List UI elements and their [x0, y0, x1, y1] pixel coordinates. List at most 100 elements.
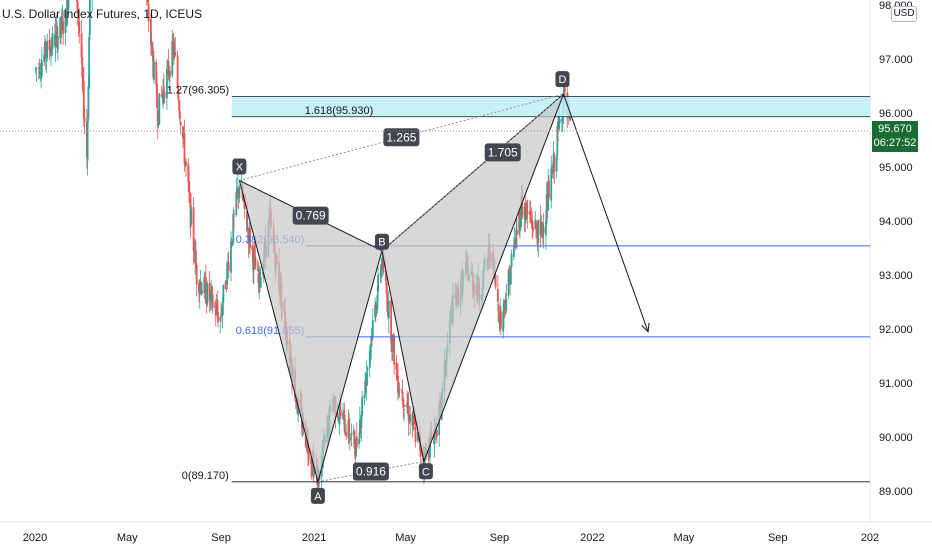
candle-body — [419, 449, 422, 457]
candle-body — [414, 426, 417, 442]
candle — [206, 280, 209, 307]
candle-body — [156, 84, 158, 108]
candle-body — [363, 394, 366, 399]
candle-body — [86, 120, 89, 161]
candle-body — [556, 126, 559, 156]
candle-body — [222, 284, 225, 303]
candle-body — [413, 416, 415, 422]
candle — [188, 167, 190, 204]
candle-body — [87, 86, 90, 120]
candle — [402, 397, 405, 419]
candle — [169, 65, 171, 82]
candle-body — [569, 117, 572, 121]
candle-body — [535, 226, 538, 235]
candle — [208, 270, 211, 313]
pattern-bcd-triangle — [381, 93, 564, 464]
candle — [83, 106, 86, 135]
candle-body — [220, 314, 223, 316]
x-tick-label: May — [395, 532, 416, 544]
ratio-label: 0.769 — [296, 209, 326, 223]
candle-body — [510, 253, 513, 268]
candle-body — [256, 269, 259, 271]
y-tick-label: 89.000 — [879, 486, 913, 498]
candle — [531, 211, 534, 240]
candle-body — [78, 21, 81, 34]
candle — [553, 151, 556, 184]
candle — [550, 155, 553, 209]
candle-body — [502, 312, 505, 332]
point-label: B — [378, 237, 385, 249]
candle-body — [496, 288, 499, 302]
candle-body — [224, 281, 227, 290]
candle-body — [251, 245, 254, 251]
candle — [227, 250, 230, 279]
candle — [150, 13, 152, 57]
x-tick-label: Sep — [768, 532, 788, 544]
y-tick-label: 93.000 — [879, 270, 913, 282]
candle-body — [177, 88, 180, 101]
candle-body — [403, 405, 406, 407]
candle — [179, 120, 182, 135]
candle-body — [50, 47, 52, 57]
y-tick-label: 96.000 — [879, 108, 913, 120]
candle-body — [350, 433, 353, 437]
candle-body — [230, 243, 233, 245]
candle — [256, 259, 259, 272]
candle-body — [232, 213, 235, 243]
candle — [387, 290, 390, 334]
candle — [46, 33, 49, 62]
candle — [81, 45, 84, 91]
candle — [409, 405, 412, 435]
point-badge — [232, 158, 247, 175]
candle — [211, 285, 214, 314]
x-tick-label: May — [117, 532, 138, 544]
candle — [505, 284, 508, 314]
candle-body — [561, 118, 563, 122]
candle — [35, 67, 38, 82]
candle-body — [166, 68, 168, 99]
candle — [60, 8, 63, 38]
candle-body — [413, 419, 416, 425]
candle-body — [46, 40, 49, 59]
candle-body — [505, 298, 508, 312]
candle — [173, 38, 176, 61]
candle — [219, 315, 222, 334]
candle-body — [310, 463, 313, 469]
candle — [361, 390, 364, 420]
candle — [162, 79, 165, 109]
x-tick-label: 2022 — [580, 532, 604, 544]
candle-body — [361, 397, 364, 416]
candle — [176, 50, 179, 90]
candle — [61, 4, 64, 24]
candle-body — [156, 110, 159, 127]
candle — [548, 175, 550, 200]
point-label: D — [558, 74, 566, 86]
ratio-label: 0.916 — [356, 465, 386, 479]
candle — [222, 284, 225, 316]
candle-body — [176, 55, 179, 88]
candle-body — [526, 211, 529, 214]
candle-body — [66, 0, 68, 25]
candle — [254, 241, 257, 270]
currency-badge[interactable]: USD — [891, 6, 917, 22]
point-badge — [555, 71, 570, 88]
candle-body — [393, 335, 396, 365]
candle-body — [259, 277, 262, 288]
pattern-point-b: B — [374, 233, 389, 250]
candle-body — [185, 161, 187, 165]
candle-body — [221, 304, 224, 315]
candle — [44, 39, 47, 70]
candle-body — [355, 439, 357, 457]
candle-body — [558, 119, 561, 124]
candle-body — [158, 93, 161, 125]
candle — [40, 46, 43, 79]
candle — [555, 154, 558, 179]
candle-body — [345, 432, 348, 437]
candle — [67, 0, 70, 15]
candle-body — [550, 169, 553, 201]
candle-body — [205, 303, 208, 305]
x-tick-label: 2020 — [23, 532, 47, 544]
candle-body — [153, 60, 155, 80]
